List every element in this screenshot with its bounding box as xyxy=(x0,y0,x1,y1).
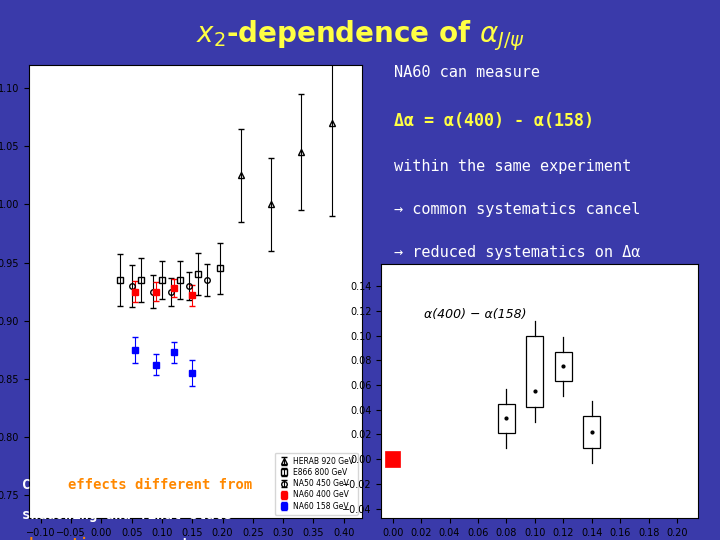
Text: within the same experiment: within the same experiment xyxy=(394,159,631,174)
Text: α(400) − α(158): α(400) − α(158) xyxy=(424,308,526,321)
Text: shadowing and final state: shadowing and final state xyxy=(22,508,231,522)
Bar xyxy=(384,451,400,467)
Bar xyxy=(583,416,600,448)
Text: Clearly: Clearly xyxy=(22,478,89,492)
Text: NA60 can measure: NA60 can measure xyxy=(394,65,540,80)
Text: $x_2$-dependence of $\alpha_{J/\psi}$: $x_2$-dependence of $\alpha_{J/\psi}$ xyxy=(196,19,524,53)
Bar xyxy=(555,352,572,381)
Text: effects different from: effects different from xyxy=(68,478,252,492)
Bar xyxy=(526,335,544,407)
Legend: HERAB 920 GeV, E866 800 GeV, NA50 450 GeV, NA60 400 GeV, NA60 158 GeV: HERAB 920 GeV, E866 800 GeV, NA50 450 Ge… xyxy=(275,453,358,515)
Text: Δα = α(400) - α(158): Δα = α(400) - α(158) xyxy=(394,112,594,130)
Bar xyxy=(498,403,515,433)
Text: absorption: absorption xyxy=(22,537,105,540)
Text: are present: are present xyxy=(89,537,190,540)
Text: → common systematics cancel: → common systematics cancel xyxy=(394,202,640,217)
Text: → reduced systematics on Δα: → reduced systematics on Δα xyxy=(394,245,640,260)
